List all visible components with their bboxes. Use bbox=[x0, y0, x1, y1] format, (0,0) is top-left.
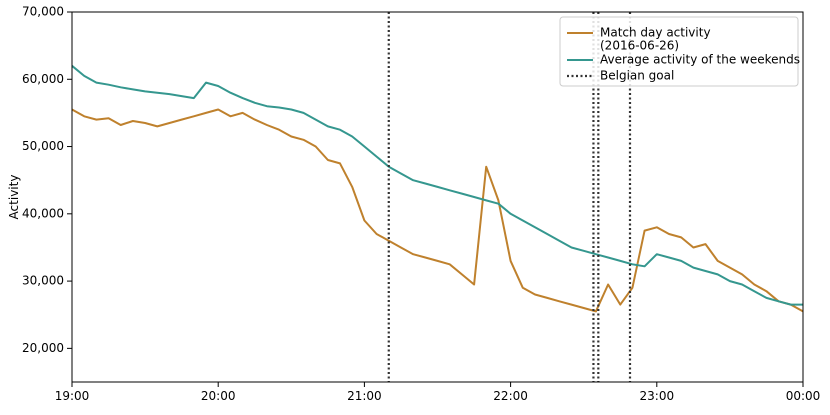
x-tick-label: 21:00 bbox=[347, 389, 382, 403]
x-tick-label: 00:00 bbox=[786, 389, 821, 403]
x-tick-label: 19:00 bbox=[55, 389, 90, 403]
series-line-weekend-average bbox=[71, 65, 803, 306]
x-axis: 19:00 20:00 21:00 22:00 23:00 00:00 bbox=[55, 382, 821, 403]
plot-lines bbox=[71, 65, 804, 313]
y-tick-label: 60,000 bbox=[22, 72, 64, 86]
y-tick-label: 40,000 bbox=[22, 206, 64, 220]
series-line-match-day bbox=[71, 108, 804, 313]
x-tick-label: 20:00 bbox=[201, 389, 236, 403]
x-tick-label: 22:00 bbox=[493, 389, 528, 403]
legend-label-goal: Belgian goal bbox=[600, 69, 674, 83]
y-tick-label: 20,000 bbox=[22, 341, 64, 355]
legend-label-average: Average activity of the weekends bbox=[600, 53, 800, 67]
x-tick-label: 23:00 bbox=[640, 389, 675, 403]
legend-label-match-line2: (2016-06-26) bbox=[600, 39, 679, 53]
legend-box bbox=[559, 16, 799, 87]
y-tick-label: 50,000 bbox=[22, 139, 64, 153]
legend-label-match-line1: Match day activity bbox=[600, 26, 711, 40]
legend: Match day activity (2016-06-26) Average … bbox=[559, 16, 800, 87]
y-tick-label: 70,000 bbox=[22, 5, 64, 19]
goal-markers bbox=[387, 12, 632, 382]
y-axis: 20,000 30,000 40,000 50,000 60,000 70,000 bbox=[22, 5, 72, 355]
y-tick-label: 30,000 bbox=[22, 274, 64, 288]
plot-frame bbox=[71, 11, 804, 383]
y-axis-label: Activity bbox=[7, 175, 21, 220]
